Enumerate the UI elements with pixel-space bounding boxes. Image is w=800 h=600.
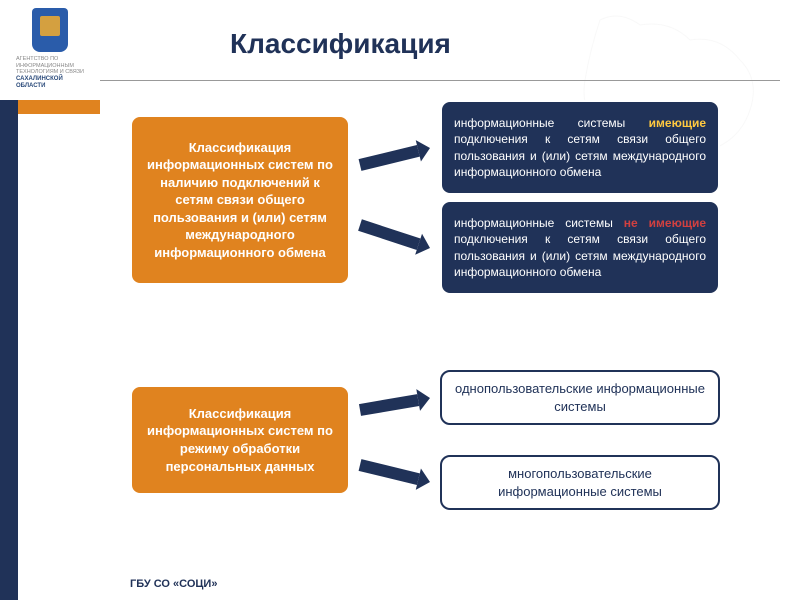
page-title: Классификация: [230, 28, 451, 60]
logo-line4: САХАЛИНСКОЙ: [16, 76, 84, 83]
box-result2: информационные системы не имеющие подклю…: [440, 200, 720, 295]
logo-line5: ОБЛАСТИ: [16, 83, 84, 90]
box-result4: многопользовательские информационные сис…: [440, 455, 720, 510]
blue-bar: [0, 100, 18, 600]
logo: АГЕНТСТВО ПО ИНФОРМАЦИОННЫМ ТЕХНОЛОГИЯМ …: [0, 0, 100, 100]
logo-text: АГЕНТСТВО ПО ИНФОРМАЦИОННЫМ ТЕХНОЛОГИЯМ …: [10, 56, 90, 90]
arrow-3: [360, 465, 430, 490]
arrow-0: [360, 140, 430, 165]
box-result1: информационные системы имеющие подключен…: [440, 100, 720, 195]
title-line: [100, 80, 780, 81]
footer: ГБУ СО «СОЦИ»: [130, 578, 217, 590]
logo-line2: ИНФОРМАЦИОННЫМ: [16, 63, 84, 70]
box-class1: Классификация информационных систем по н…: [130, 115, 350, 285]
sidebar: АГЕНТСТВО ПО ИНФОРМАЦИОННЫМ ТЕХНОЛОГИЯМ …: [0, 0, 100, 600]
logo-line3: ТЕХНОЛОГИЯМ И СВЯЗИ: [16, 69, 84, 76]
arrow-1: [360, 225, 430, 255]
box-class2: Классификация информационных систем по р…: [130, 385, 350, 495]
logo-line1: АГЕНТСТВО ПО: [16, 56, 84, 63]
box-result3: однопользовательские информационные сист…: [440, 370, 720, 425]
orange-bar: [18, 100, 100, 114]
arrows: [0, 0, 800, 600]
arrow-2: [360, 389, 430, 411]
logo-emblem-icon: [32, 8, 68, 52]
